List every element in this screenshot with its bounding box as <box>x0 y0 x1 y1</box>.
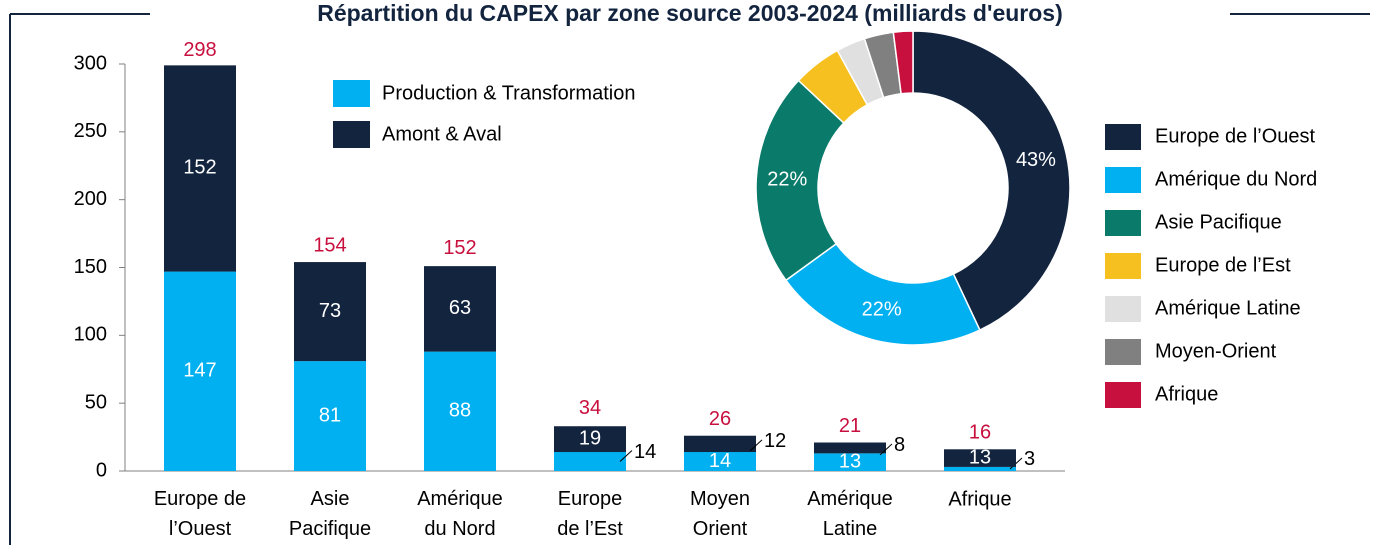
x-tick-label: Amérique Latine <box>807 488 893 540</box>
data-label: 19 <box>579 427 601 449</box>
legend-label: Europe de l’Ouest <box>1155 125 1316 147</box>
bar-segment <box>554 426 626 453</box>
y-tick-label: 100 <box>74 324 107 346</box>
data-label: 3 <box>1024 448 1035 470</box>
x-tick-label: Amérique du Nord <box>417 488 503 540</box>
total-label: 16 <box>969 422 991 444</box>
donut-slice <box>912 30 1071 332</box>
y-tick-label: 50 <box>85 391 107 413</box>
legend-swatch <box>1105 296 1141 322</box>
total-label: 21 <box>839 415 861 437</box>
x-tick-label: Moyen Orient <box>690 488 750 540</box>
bar-segment <box>164 65 236 272</box>
chart-title: Répartition du CAPEX par zone source 200… <box>317 0 1063 26</box>
y-tick-label: 200 <box>74 188 107 210</box>
donut-slice <box>892 30 914 95</box>
data-label: 8 <box>894 434 905 456</box>
legend-label: Asie Pacifique <box>1155 211 1282 233</box>
total-label: 154 <box>313 234 346 256</box>
bar-segment <box>944 466 1016 471</box>
legend-label: Europe de l’Est <box>1155 254 1291 276</box>
x-tick-label: Afrique <box>948 488 1011 510</box>
bar-segment <box>554 452 626 471</box>
bar-segment <box>424 266 496 352</box>
x-tick-label: Europe de l’Ouest <box>154 488 246 540</box>
x-tick-label: Asie Pacifique <box>289 488 371 540</box>
legend-label: Amont & Aval <box>382 123 502 145</box>
total-label: 152 <box>443 237 476 259</box>
legend-swatch <box>1105 253 1141 279</box>
bar-segment <box>814 453 886 471</box>
data-label: 14 <box>634 441 656 463</box>
y-tick-label: 150 <box>74 256 107 278</box>
legend-swatch <box>333 121 370 148</box>
leader-line <box>749 439 763 452</box>
legend-swatch <box>1105 339 1141 365</box>
legend-label: Moyen-Orient <box>1155 340 1277 362</box>
x-tick-label: Europe de l’Est <box>557 488 623 540</box>
data-label: 147 <box>183 360 216 382</box>
data-label: 13 <box>839 450 861 472</box>
legend-swatch <box>1105 167 1141 193</box>
data-label: 152 <box>183 157 216 179</box>
data-label: 63 <box>449 297 471 319</box>
total-label: 34 <box>579 397 601 419</box>
data-label: 88 <box>449 400 471 422</box>
y-tick-label: 250 <box>74 120 107 142</box>
data-label: 12 <box>764 430 786 452</box>
legend-swatch <box>1105 382 1141 408</box>
legend-swatch <box>333 80 370 107</box>
legend-label: Amérique du Nord <box>1155 168 1317 190</box>
bar-segment <box>944 449 1016 467</box>
bar-segment <box>294 361 366 471</box>
data-label: 14 <box>709 450 731 472</box>
total-label: 298 <box>183 39 216 61</box>
bar-segment <box>294 262 366 362</box>
bar-segment <box>814 442 886 454</box>
bar-segment <box>424 351 496 471</box>
y-tick-label: 300 <box>74 52 107 74</box>
y-tick-label: 0 <box>96 459 107 481</box>
legend-label: Afrique <box>1155 383 1218 405</box>
leader-line <box>879 443 893 456</box>
data-label: 43% <box>1016 149 1056 171</box>
data-label: 22% <box>862 298 902 320</box>
bar-segment <box>684 435 756 453</box>
legend-swatch <box>1105 124 1141 150</box>
total-label: 26 <box>709 408 731 430</box>
data-label: 13 <box>969 446 991 468</box>
leader-line <box>619 450 633 462</box>
bar-segment <box>684 452 756 471</box>
data-label: 22% <box>767 168 807 190</box>
legend-label: Amérique Latine <box>1155 297 1301 319</box>
legend-swatch <box>1105 210 1141 236</box>
data-label: 81 <box>319 404 341 426</box>
data-label: 73 <box>319 300 341 322</box>
legend-label: Production & Transformation <box>382 82 635 104</box>
bar-segment <box>164 271 236 471</box>
